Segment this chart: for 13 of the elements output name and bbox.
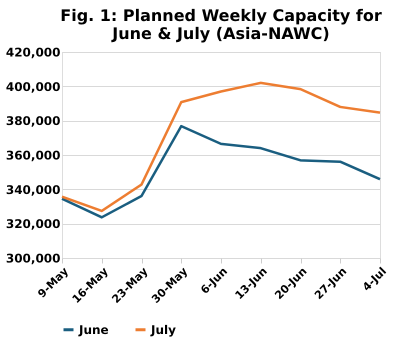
text: June & July (Asia-NAWC) [112,24,330,43]
text: Fig. 1: Planned Weekly Capacity for [60,6,382,25]
line-series [60,82,382,212]
y-tick-label: 420,000 [6,46,60,60]
legend-label: July [150,322,176,337]
y-tick-label: 400,000 [6,80,60,94]
y-tick-label: 340,000 [6,182,60,197]
y-tick-label: 360,000 [6,148,60,162]
y-tick-label: 320,000 [6,217,60,232]
y-tick-label: 380,000 [6,114,60,128]
legend-label: June [78,322,109,337]
y-tick-label: 300,000 [6,252,60,266]
line-series [60,124,382,219]
